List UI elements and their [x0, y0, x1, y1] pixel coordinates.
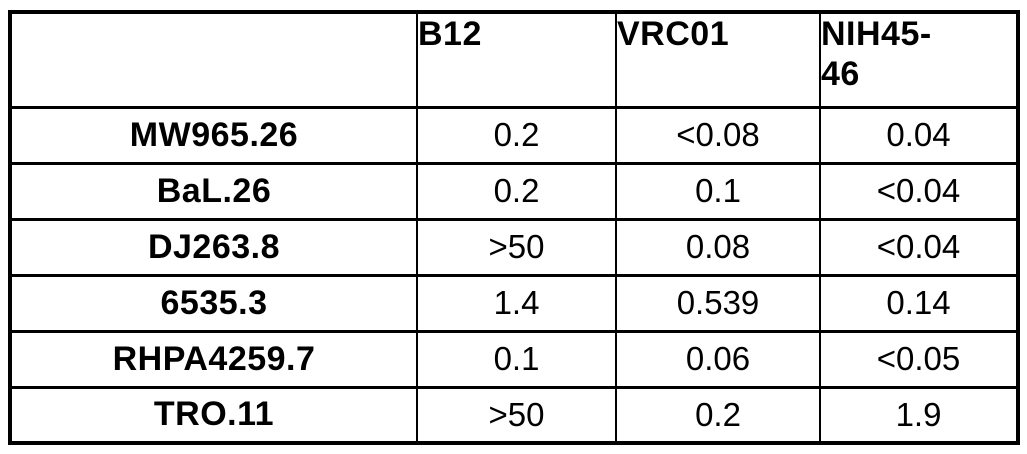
header-label-nih45-46: NIH45-46 [821, 15, 932, 94]
value-cell: <0.04 [819, 217, 1019, 277]
value-cell: 0.2 [615, 385, 821, 445]
value-cell: 0.2 [416, 161, 617, 221]
value-cell: <0.08 [615, 105, 821, 165]
header-label-b12: B12 [418, 15, 482, 53]
value-cell: 0.08 [615, 217, 821, 277]
header-cell-empty [9, 10, 418, 109]
value-cell: 0.539 [615, 273, 821, 333]
row-label-cell: 6535.3 [9, 273, 418, 333]
row-label-cell: BaL.26 [9, 161, 418, 221]
value-cell: >50 [416, 217, 617, 277]
value-cell: 0.04 [819, 105, 1019, 165]
value-cell: >50 [416, 385, 617, 445]
table-row: 6535.3 1.4 0.539 0.14 [9, 273, 1019, 333]
value-cell: 0.1 [615, 161, 821, 221]
table-row: BaL.26 0.2 0.1 <0.04 [9, 161, 1019, 221]
row-label-cell: RHPA4259.7 [9, 329, 418, 389]
header-cell-vrc01: VRC01 [615, 10, 821, 109]
header-cell-nih45-46: NIH45-46 [819, 10, 1019, 109]
header-cell-b12: B12 [416, 10, 617, 109]
value-cell: 0.14 [819, 273, 1019, 333]
table-row: TRO.11 >50 0.2 1.9 [9, 385, 1019, 445]
row-label-cell: DJ263.8 [9, 217, 418, 277]
value-cell: 0.06 [615, 329, 821, 389]
value-cell: 0.1 [416, 329, 617, 389]
table-row: DJ263.8 >50 0.08 <0.04 [9, 217, 1019, 277]
table-row: MW965.26 0.2 <0.08 0.04 [9, 105, 1019, 165]
value-cell: <0.04 [819, 161, 1019, 221]
row-label-cell: TRO.11 [9, 385, 418, 445]
header-row: B12 VRC01 NIH45-46 [9, 10, 1019, 109]
neutralization-table: B12 VRC01 NIH45-46 MW965.26 0.2 <0.08 0.… [8, 10, 1020, 445]
header-label-vrc01: VRC01 [617, 15, 730, 53]
table-row: RHPA4259.7 0.1 0.06 <0.05 [9, 329, 1019, 389]
value-cell: 0.2 [416, 105, 617, 165]
value-cell: 1.4 [416, 273, 617, 333]
value-cell: <0.05 [819, 329, 1019, 389]
value-cell: 1.9 [819, 385, 1019, 445]
row-label-cell: MW965.26 [9, 105, 418, 165]
